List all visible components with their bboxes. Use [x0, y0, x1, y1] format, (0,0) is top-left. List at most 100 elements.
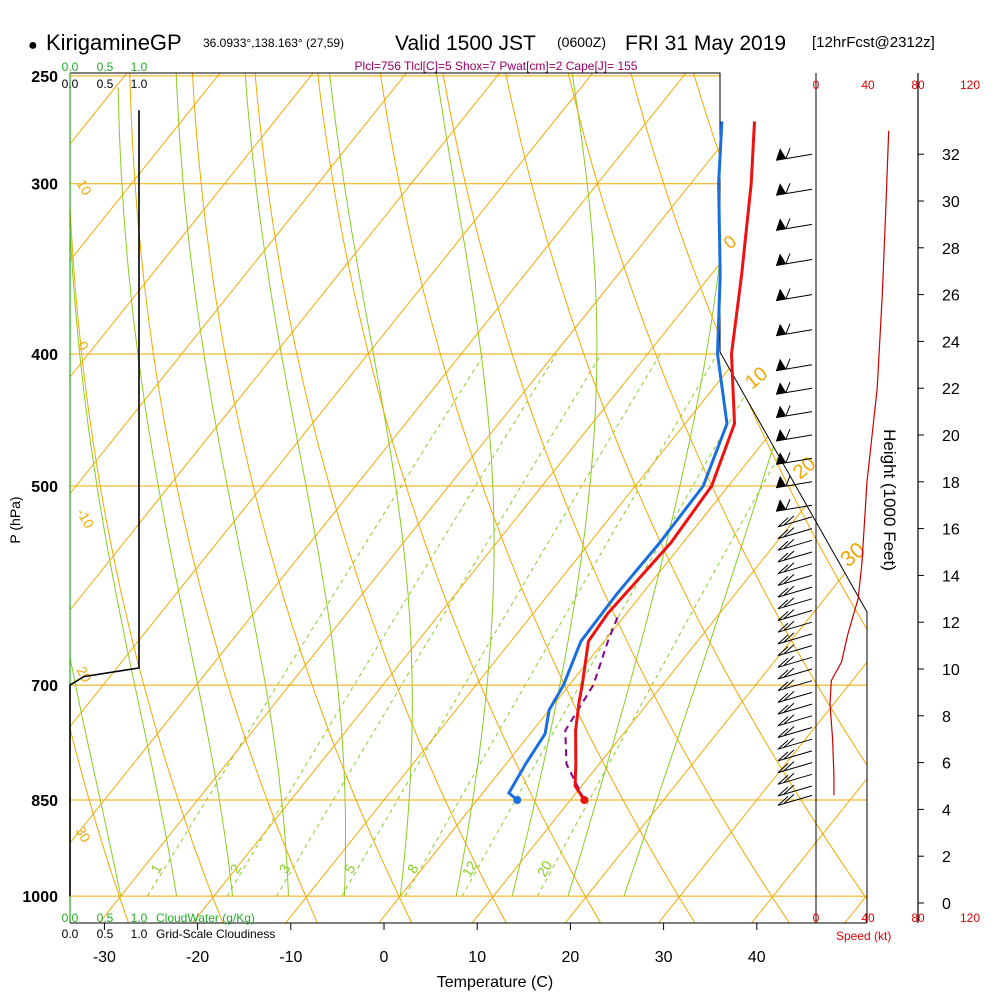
- pressure-tick-label: 850: [31, 793, 58, 810]
- moist-adiabat-line: [174, 73, 289, 897]
- mixing-ratio-labels: 1 2 3 5 8 12 20: [147, 858, 555, 880]
- height-axis-label: Height (1000 Feet): [880, 429, 899, 571]
- speed-axis-label: Speed (kt): [836, 929, 891, 943]
- wind-barb-staff: [775, 387, 813, 395]
- height-tick-label: 10: [942, 662, 960, 679]
- speed-tick-label-bottom: 40: [861, 911, 875, 925]
- moist-adiabat-line: [326, 73, 413, 897]
- height-tick-label: 16: [942, 522, 960, 539]
- wind-barb-staff: [775, 188, 813, 196]
- wind-barb-flag: [785, 288, 791, 299]
- pressure-tick-label: 1000: [22, 889, 58, 906]
- wind-barb-flag: [783, 667, 795, 678]
- wind-barb-staff: [775, 329, 813, 337]
- mixing-ratio-line: [275, 353, 602, 897]
- wind-barb-flag: [785, 405, 791, 416]
- wind-barb-flag: [777, 774, 789, 785]
- dry-adiabat-line: [438, 73, 811, 923]
- temperature-tick-label: 40: [748, 949, 766, 966]
- valid-time: Valid 1500 JST: [395, 32, 536, 55]
- wind-barb-flag: [783, 632, 795, 643]
- wind-barb-flag: [777, 669, 789, 680]
- cloudwater-tick-bottom: 1.0: [131, 911, 148, 925]
- wind-barb-flag: [783, 620, 795, 631]
- wind-barb-flag: [783, 784, 795, 795]
- wind-barb-flag: [777, 587, 789, 598]
- pressure-tick-label: 300: [31, 177, 58, 194]
- speed-tick-label-top: 120: [960, 78, 980, 92]
- wind-barb-flag: [777, 517, 789, 528]
- temperature-tick-label: 10: [468, 949, 486, 966]
- wind-barb-staff: [775, 481, 813, 489]
- wind-barb-pennant: [776, 358, 786, 371]
- wind-barb-flag: [783, 562, 795, 573]
- height-tick-label: 18: [942, 475, 960, 492]
- mixing-ratio-label: 1: [147, 861, 165, 876]
- wind-barb-staff: [777, 703, 813, 715]
- wind-speed-profile: [829, 130, 890, 796]
- wind-barb-flag: [777, 751, 789, 762]
- wind-barb-staff: [777, 574, 813, 586]
- moist-adiabat-line: [70, 212, 122, 897]
- dry-adiabat-line: [376, 73, 715, 923]
- pressure-ticks: 250 300 400 500 700 850 1000: [22, 69, 58, 906]
- wind-barb-flag: [783, 538, 795, 549]
- wind-barb-flag: [777, 611, 789, 621]
- temperature-tick-label: -10: [279, 949, 302, 966]
- temperature-tick-label: 20: [562, 949, 580, 966]
- wind-barb-flag: [777, 564, 789, 575]
- wind-barb-staff: [777, 598, 813, 610]
- wind-barb-flag: [785, 323, 791, 334]
- dry-adiabat-line: [314, 73, 619, 923]
- wind-barb-pennant: [776, 288, 786, 301]
- dry-adiabat-line: [128, 73, 332, 923]
- wind-barb-flag: [777, 728, 789, 738]
- mixing-ratio-line: [226, 353, 557, 897]
- wind-barb-flag: [777, 716, 789, 727]
- wind-barb-flag: [785, 382, 791, 393]
- isotherm-line: [70, 73, 221, 923]
- wind-barb-flag: [777, 646, 789, 656]
- dry-adiabat-line: [748, 73, 867, 923]
- moist-adiabat-line: [432, 73, 495, 897]
- wind-barb-flag: [783, 609, 795, 619]
- wind-barb-staff: [777, 551, 813, 563]
- zulu-time: (0600Z): [557, 34, 606, 50]
- wind-barb-flag: [783, 749, 795, 760]
- cloudiness-tick-top: 1.0: [131, 77, 148, 91]
- y-axis-label: P (hPa): [7, 496, 23, 543]
- height-tick-label: 28: [942, 241, 960, 258]
- wind-barb-flag: [783, 793, 795, 804]
- mixing-ratio-line: [341, 353, 661, 897]
- wind-barb-staff: [775, 411, 813, 419]
- moist-adiabat-line: [117, 87, 233, 897]
- wind-barb-flag: [785, 183, 791, 194]
- wind-barb-staff: [777, 691, 813, 703]
- forecast-info: [12hrFcst@2312z]: [812, 34, 935, 51]
- mixing-ratio-label: 8: [404, 861, 422, 876]
- cloudiness-tick-top: 0.5: [97, 77, 114, 91]
- isotherm-line: [70, 73, 314, 923]
- isotherm-line: [70, 73, 687, 923]
- height-tick-label: 12: [942, 615, 960, 632]
- station-coords: 36.0933°,138.163° (27,59): [203, 36, 344, 50]
- wind-barb-flag: [783, 655, 795, 666]
- wind-barb-flag: [783, 574, 795, 584]
- mixing-ratio-label: 20: [534, 858, 556, 880]
- isotherm-label: 0: [720, 231, 741, 253]
- dry-adiabat-label: 0: [74, 339, 92, 354]
- isotherm-label: 10: [741, 363, 772, 394]
- dry-adiabat-line: [70, 73, 236, 923]
- wind-barb-flag: [783, 714, 795, 725]
- wind-barb-pennant: [776, 323, 786, 336]
- cloudwater-tick-top: 1.0: [131, 60, 148, 74]
- wind-barb-flag: [785, 499, 791, 510]
- isotherm-line: [98, 73, 780, 923]
- pressure-tick-label: 700: [31, 678, 58, 695]
- dry-adiabat-line: [686, 73, 867, 923]
- wind-barb-staff: [775, 457, 813, 465]
- temperature-profile: [573, 121, 756, 801]
- height-tick-label: 26: [942, 288, 960, 305]
- wind-barb-pennant: [776, 452, 786, 465]
